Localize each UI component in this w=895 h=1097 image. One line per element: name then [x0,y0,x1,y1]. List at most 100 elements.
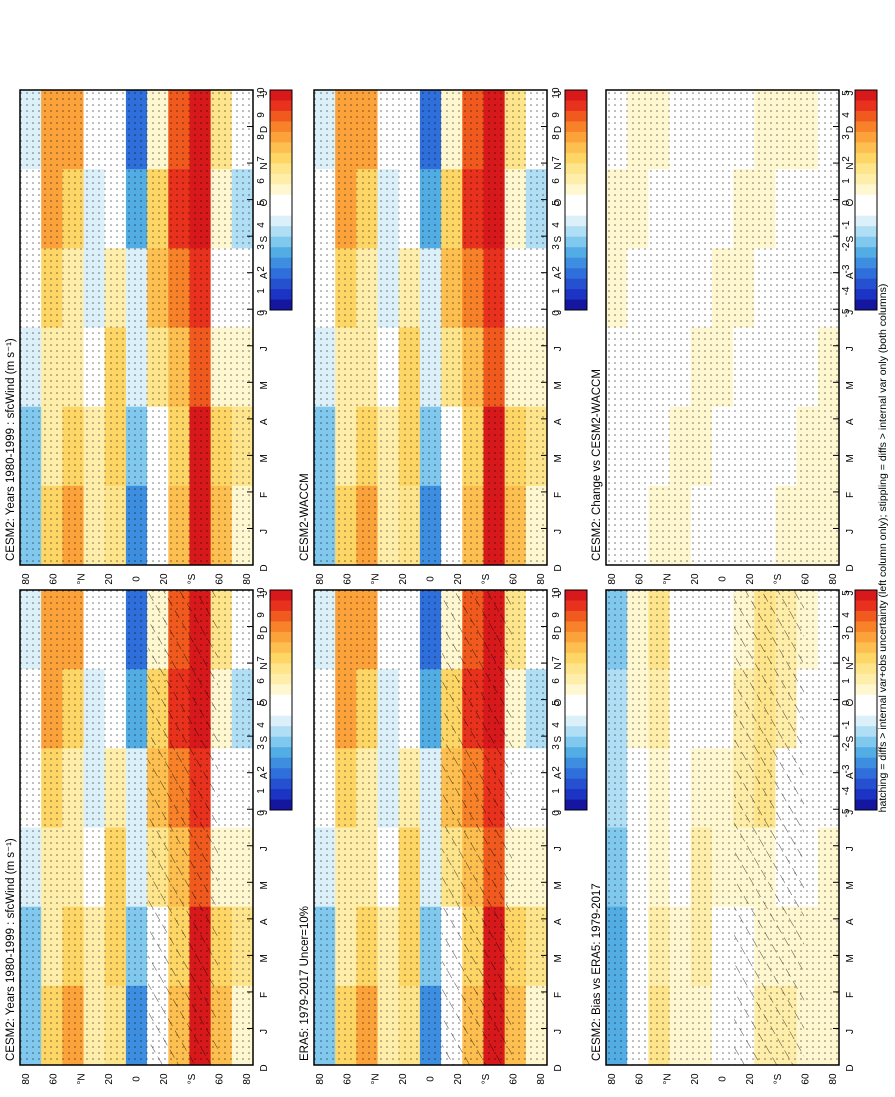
colorbar-label: 9 [551,112,562,118]
lat-tick-label: °S [481,1073,492,1084]
month-tick-label: O [259,199,270,207]
colorbar-label: 6 [256,678,267,684]
colorbar-swatch [565,600,587,612]
month-tick-label: F [845,492,856,498]
colorbar-swatch [270,642,292,654]
colorbar-label: 0 [256,310,267,316]
lat-tick-label: 80 [536,573,547,585]
colorbar-swatch [565,152,587,164]
month-tick-label: O [845,699,856,707]
colorbar-swatch [565,121,587,133]
colorbar-frame [564,589,588,811]
colorbar-swatch [565,757,587,769]
colorbar-frame [269,89,293,311]
colorbar-swatch [855,194,877,206]
lat-tick-label: 60 [635,573,646,585]
colorbar-label: 5 [256,200,267,206]
colorbar-swatch [855,268,877,279]
lat-tick-label: 20 [104,573,115,585]
colorbar-label: 0 [256,810,267,816]
lat-tick-label: °N [662,1073,673,1084]
colorbar-swatch [855,652,877,664]
month-tick-label: S [259,735,270,742]
colorbar-frame [854,589,878,811]
colorbar-swatch [270,152,292,164]
colorbar-swatch [855,110,877,122]
lat-tick-label: 60 [343,573,354,585]
lat-tick-label: 20 [398,573,409,585]
lat-tick-label: 0 [718,1076,729,1082]
month-tick-label: M [553,954,564,962]
colorbar-label: -1 [841,720,852,729]
panel-title: CESM2: Bias vs ERA5: 1979-2017 [591,883,603,1061]
month-tick-label: A [845,272,856,279]
colorbar-swatch [855,705,877,717]
colorbar-swatch [855,663,877,675]
lat-tick-label: 20 [159,573,170,585]
month-tick-label: J [553,310,564,315]
month-tick-label: M [259,381,270,389]
colorbar-label: 10 [551,87,562,99]
hatch-overlay [442,590,513,1065]
colorbar-swatch [270,131,292,143]
lat-tick-label: 80 [828,1073,839,1085]
lat-tick-label: 0 [132,1076,143,1082]
month-tick-label: J [259,1029,270,1034]
colorbar-swatch [270,799,292,811]
colorbar-label: 1 [551,288,562,294]
month-tick-label: N [259,162,270,169]
colorbar-swatch [855,215,877,227]
colorbar-swatch [565,142,587,154]
lat-tick-label: °N [662,573,673,584]
stipple-overlay [20,590,253,1065]
colorbar-swatch [855,631,877,643]
lat-tick-label: °N [370,573,381,584]
colorbar-swatch [270,257,292,269]
colorbar-label: 8 [256,634,267,640]
colorbar-label: 4 [256,222,267,228]
colorbar-swatch [270,100,292,112]
colorbar-label: 6 [551,178,562,184]
colorbar-swatch [855,236,877,248]
month-tick-label: M [553,881,564,889]
lat-tick-label: 20 [398,1073,409,1085]
month-tick-label: A [845,418,856,425]
colorbar-label: 5 [256,700,267,706]
lat-tick-label: °N [76,1073,87,1084]
colorbar-label: 5 [841,590,852,596]
colorbar-swatch [270,194,292,206]
colorbar-swatch [565,299,587,311]
colorbar-swatch [855,142,877,154]
colorbar-swatch [855,642,877,654]
month-tick-label: O [553,199,564,207]
colorbar-swatch [270,673,292,685]
lat-tick-label: 60 [508,1073,519,1085]
colorbar-swatch [855,184,877,196]
panel-frame [313,589,548,1066]
colorbar-swatch [270,694,292,706]
lat-tick-label: 80 [607,573,618,585]
month-tick-label: D [553,126,564,133]
colorbar-swatch [565,652,587,664]
lat-tick-label: 80 [828,573,839,585]
month-tick-label: M [845,881,856,889]
colorbar-label: 1 [841,178,852,184]
colorbar-label: 3 [256,244,267,250]
colorbar-label: 9 [256,112,267,118]
month-tick-label: J [553,1029,564,1034]
panel-title: CESM2: Change vs CESM2-WACCM [591,369,603,561]
colorbar-swatch [855,726,877,737]
colorbar-label: 8 [551,134,562,140]
lat-tick-label: 20 [453,1073,464,1085]
colorbar-swatch [855,152,877,164]
month-tick-label: J [259,346,270,351]
panel-title: ERA5: 1979-2017 Uncer=10% [299,906,311,1061]
lat-tick-label: 60 [800,573,811,585]
colorbar-swatch [565,778,587,790]
colorbar-swatch [565,278,587,290]
lat-tick-label: °S [481,573,492,584]
colorbar-swatch [855,173,877,185]
lat-tick-label: 80 [21,573,32,585]
